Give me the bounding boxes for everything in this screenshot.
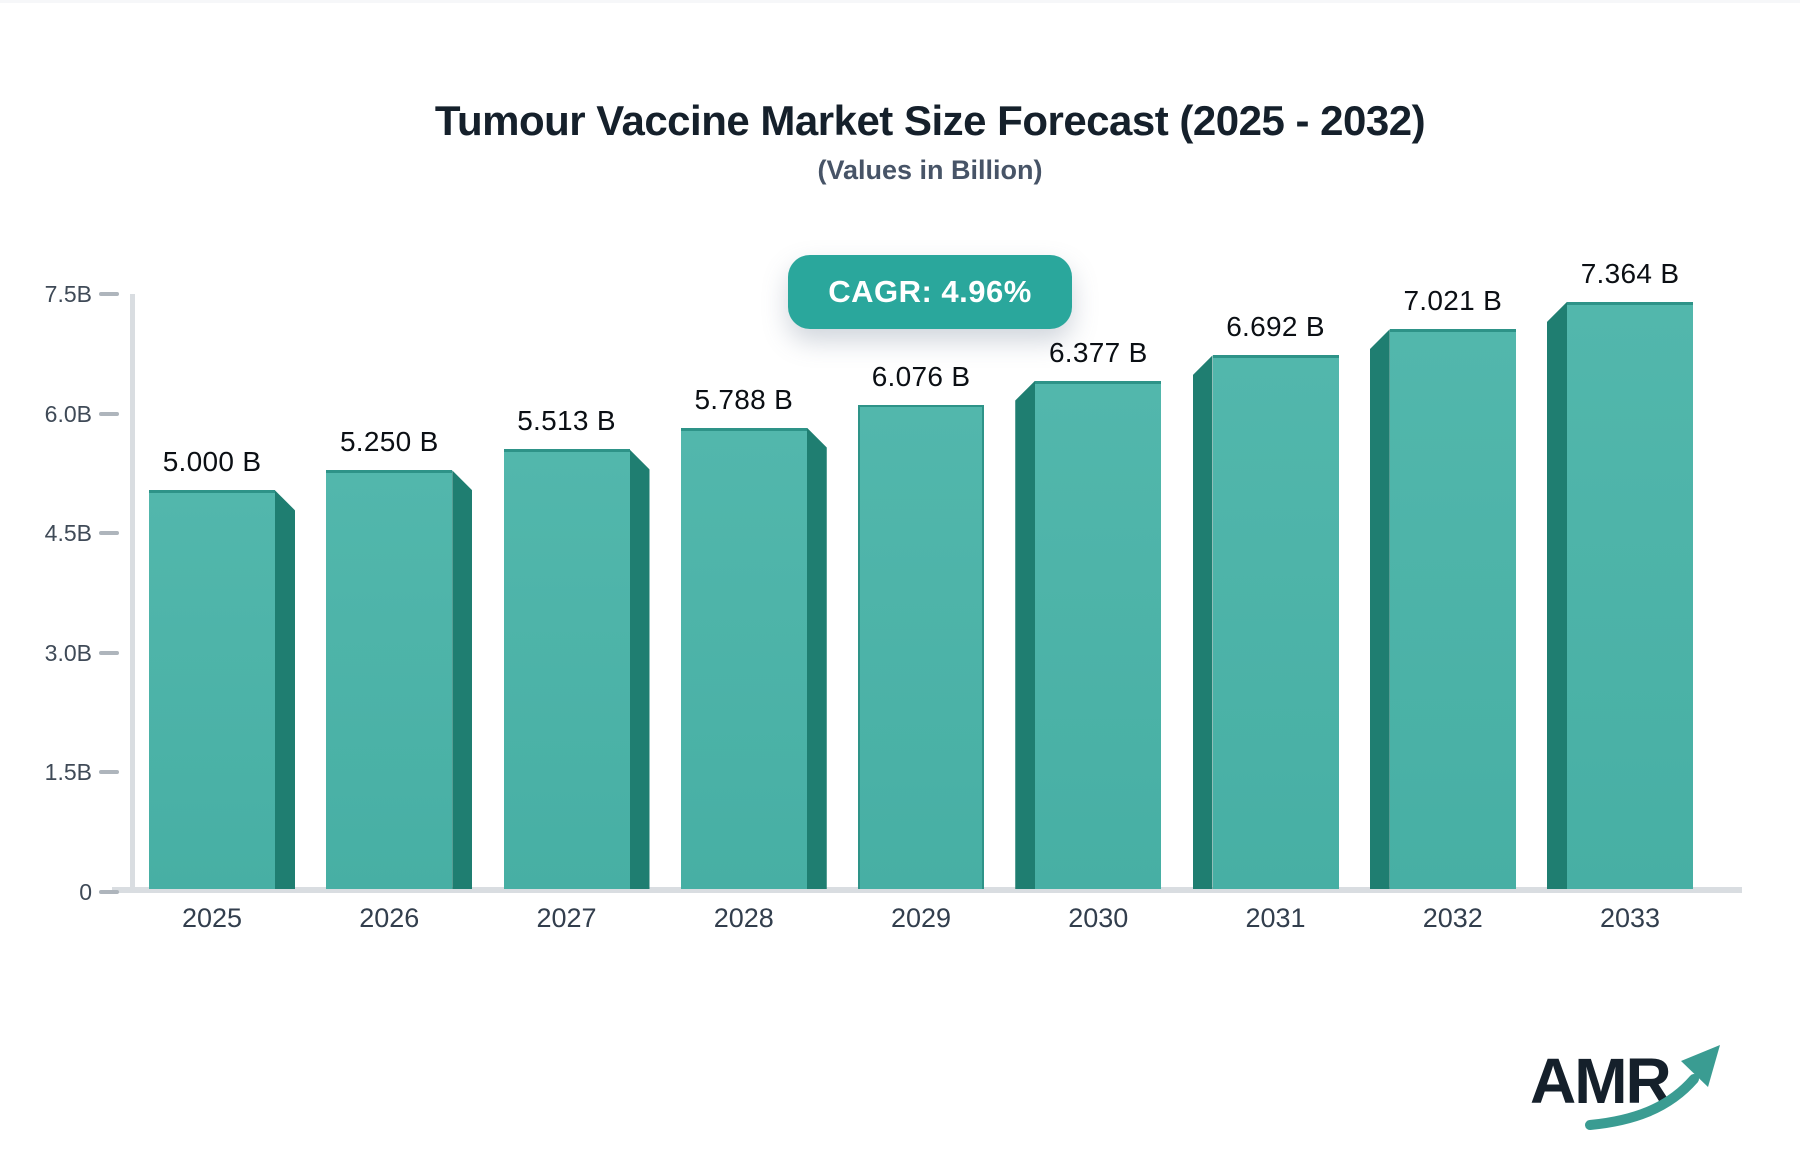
bar-2031 [1212, 355, 1339, 889]
bar-value-label-2029: 6.076 B [871, 360, 971, 392]
bar-2027 [503, 449, 630, 889]
y-tick-label: 3.0B [44, 639, 92, 666]
bar-side-2032 [1369, 329, 1390, 889]
y-tick-label: 4.5B [44, 520, 92, 547]
y-tick-mark [99, 411, 119, 416]
y-tick-mark [99, 890, 119, 894]
cagr-badge-wrap: CAGR: 4.96% [60, 255, 1800, 329]
bar-side-2033 [1547, 301, 1567, 889]
bar-2033 [1567, 301, 1693, 889]
bar-2030 [1035, 380, 1162, 889]
bar-value-label-2026: 5.250 B [339, 426, 439, 458]
x-axis-label-2031: 2031 [1245, 903, 1306, 933]
cagr-badge: CAGR: 4.96% [788, 255, 1072, 329]
bar-2028 [680, 427, 807, 889]
bar-side-2025 [275, 490, 295, 889]
bar-side-2027 [629, 449, 650, 889]
bar-value-label-2027: 5.513 B [517, 405, 616, 437]
bar-value-label-2030: 6.377 B [1048, 336, 1148, 368]
y-tick-label: 0 [79, 879, 92, 905]
y-axis-line [130, 294, 135, 892]
bar-2032 [1389, 329, 1516, 889]
chart-title: Tumour Vaccine Market Size Forecast (202… [434, 97, 1426, 144]
bar-value-label-2025: 5.000 B [162, 446, 262, 478]
y-tick-mark [99, 292, 119, 296]
y-tick-mark [99, 531, 119, 536]
x-axis-label-2032: 2032 [1422, 903, 1483, 933]
bar-2026 [326, 470, 453, 889]
x-axis-label-2029: 2029 [890, 903, 952, 933]
y-tick-mark [99, 650, 119, 655]
plot-area: 0 1.5B 3.0B 4.5B 6.0B 7.5B 5.000 B 5.250 B 5.51… [0, 3, 1800, 1159]
bar-side-2028 [806, 427, 827, 889]
bar-2025 [149, 490, 275, 889]
y-tick-label: 7.5B [44, 281, 92, 307]
x-axis-label-2028: 2028 [713, 903, 774, 933]
bar-side-2030 [1015, 380, 1036, 889]
bar-value-label-2032: 7.021 B [1403, 285, 1503, 317]
bar-value-label-2028: 5.788 B [694, 383, 794, 415]
bar-value-label-2033: 7.364 B [1580, 257, 1680, 289]
x-axis-label-2033: 2033 [1599, 903, 1661, 933]
bar-side-2031 [1192, 355, 1213, 889]
chart-subtitle: (Values in Billion) [817, 155, 1043, 185]
amr-logo-text: AMR [1530, 1045, 1671, 1117]
amr-logo: AMR [1528, 1021, 1773, 1136]
y-tick-label: 1.5B [44, 759, 92, 786]
x-axis-line [112, 887, 1742, 893]
bar-2029 [858, 404, 984, 889]
x-axis-label-2027: 2027 [536, 903, 597, 933]
x-axis-label-2030: 2030 [1068, 903, 1129, 933]
logo-arrow-icon [1585, 1045, 1720, 1130]
y-tick-mark [99, 770, 119, 775]
x-axis-label-2025: 2025 [181, 903, 243, 933]
y-tick-label: 6.0B [44, 400, 92, 427]
bar-side-2026 [452, 470, 473, 889]
x-axis-label-2026: 2026 [359, 903, 420, 933]
bar-value-label-2031: 6.692 B [1226, 311, 1325, 343]
